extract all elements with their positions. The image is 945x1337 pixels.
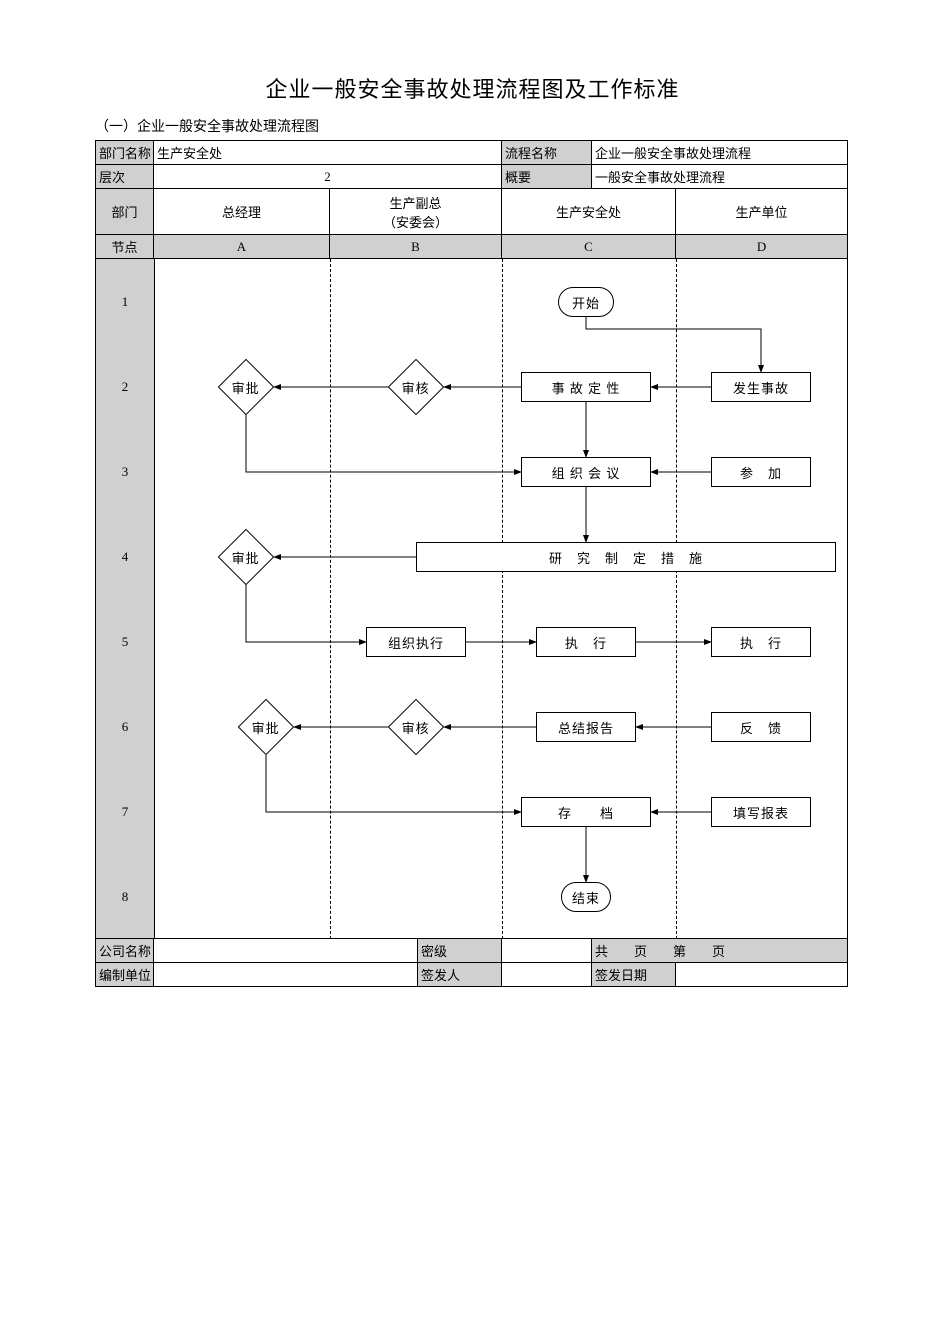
dept-name-value: 生产安全处: [154, 141, 502, 165]
flow-node-c2: 事 故 定 性: [521, 372, 651, 402]
level-value: 2: [154, 165, 502, 189]
lane-title-c: 生产安全处: [502, 189, 676, 235]
flow-edge: [266, 755, 521, 812]
flow-node-d2: 发生事故: [711, 372, 811, 402]
level-label: 层次: [96, 165, 154, 189]
secret-value: [502, 939, 592, 963]
flow-edge: [246, 415, 521, 472]
lane-key-d: D: [676, 235, 848, 259]
flow-node-c4: 研 究 制 定 措 施: [416, 542, 836, 572]
flow-edge: [246, 585, 366, 642]
flow-name-value: 企业一般安全事故处理流程: [592, 141, 848, 165]
flow-node-c5: 执 行: [536, 627, 636, 657]
sign-date-value: [676, 963, 848, 987]
issuer-unit-label: 编制单位: [96, 963, 154, 987]
company-label: 公司名称: [96, 939, 154, 963]
doc-title: 企业一般安全事故处理流程图及工作标准: [0, 72, 945, 104]
summary-label: 概要: [502, 165, 592, 189]
dept-name-label: 部门名称: [96, 141, 154, 165]
summary-value: 一般安全事故处理流程: [592, 165, 848, 189]
sign-date-label: 签发日期: [592, 963, 676, 987]
company-value: [154, 939, 418, 963]
lane-key-a: A: [154, 235, 330, 259]
flow-node-c6: 总结报告: [536, 712, 636, 742]
issuer-unit-value: [154, 963, 418, 987]
lane-key-b: B: [330, 235, 502, 259]
signer-label: 签发人: [418, 963, 502, 987]
flow-node-d7: 填写报表: [711, 797, 811, 827]
flow-node-d3: 参 加: [711, 457, 811, 487]
lane-title-d: 生产单位: [676, 189, 848, 235]
flow-node-b5: 组织执行: [366, 627, 466, 657]
dept-header: 部门: [96, 189, 154, 235]
signer-value: [502, 963, 592, 987]
flow-node-start: 开始: [558, 287, 614, 317]
flow-area: 12345678开始发生事故事 故 定 性审核审批组 织 会 议参 加研 究 制…: [96, 259, 848, 939]
flow-node-d6: 反 馈: [711, 712, 811, 742]
flow-edge: [586, 317, 761, 372]
flow-name-label: 流程名称: [502, 141, 592, 165]
lane-title-a: 总经理: [154, 189, 330, 235]
section-label: （一）企业一般安全事故处理流程图: [95, 116, 319, 136]
lane-key-c: C: [502, 235, 676, 259]
flow-table: 部门名称 生产安全处 流程名称 企业一般安全事故处理流程 层次 2 概要 一般安…: [95, 140, 848, 987]
edges-layer: [96, 259, 848, 939]
pages-label: 共 页 第 页: [592, 939, 848, 963]
flow-node-d5: 执 行: [711, 627, 811, 657]
node-header: 节点: [96, 235, 154, 259]
lane-title-b: 生产副总（安委会）: [330, 189, 502, 235]
secret-label: 密级: [418, 939, 502, 963]
flow-node-end: 结束: [561, 882, 611, 912]
flow-node-c3: 组 织 会 议: [521, 457, 651, 487]
flow-node-c7: 存 档: [521, 797, 651, 827]
